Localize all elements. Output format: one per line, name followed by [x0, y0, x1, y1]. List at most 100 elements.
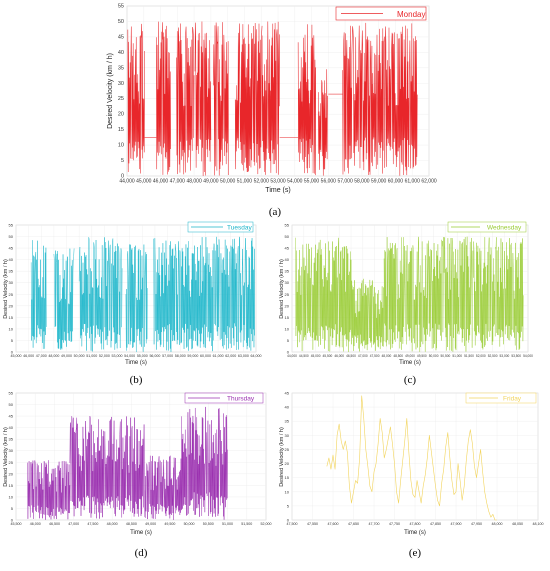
chart-d-series	[27, 406, 228, 520]
chart-a-series-segment	[127, 23, 145, 174]
chart-b-y-tick-label: 50	[9, 234, 14, 239]
chart-a-y-tick-label: 30	[118, 81, 124, 87]
chart-c-x-tick-label: 52,500	[488, 354, 498, 358]
chart-d-ylabel: Desired Velocity (km / h)	[3, 427, 9, 487]
chart-d-x-tick-label: 46,000	[30, 522, 41, 526]
chart-d-x-tick-label: 50,000	[184, 522, 195, 526]
chart-e-y-tick-label: 0	[287, 518, 290, 523]
chart-c-xlabel: Time (s)	[399, 360, 421, 366]
chart-c-y-tick-label: 40	[285, 257, 290, 262]
chart-d-x-tick-label: 49,500	[164, 522, 175, 526]
chart-b-x-tick-label: 51,000	[86, 354, 97, 358]
chart-a-y-tick-label: 10	[118, 143, 124, 149]
chart-a-x-tick-label: 60,000	[388, 179, 404, 185]
chart-a-legend: Monday	[335, 6, 427, 21]
chart-a-y-tick-label: 15	[118, 127, 124, 133]
chart-c-x-tick-label: 48,000	[382, 354, 392, 358]
chart-e-y-tick-label: 25	[285, 447, 290, 452]
chart-c-legend-box	[447, 221, 527, 233]
chart-a-y-tick-label: 35	[118, 65, 124, 71]
chart-d-x-tick-label: 51,500	[241, 522, 252, 526]
chart-b-x-tick-label: 49,000	[61, 354, 72, 358]
chart-d-y-tick-label: 20	[9, 471, 14, 476]
chart-b-x-tick-label: 60,000	[200, 354, 211, 358]
chart-c-x-tick-label: 50,500	[441, 354, 451, 358]
chart-e-x-tick-label: 47,600	[328, 522, 339, 526]
chart-b-x-tick-label: 46,000	[23, 354, 34, 358]
chart-b-series-segment	[125, 244, 148, 352]
chart-c-x-tick-label: 45,500	[323, 354, 333, 358]
chart-d-series-segment	[181, 406, 228, 520]
chart-a-x-tick-label: 47,000	[170, 179, 186, 185]
chart-b-ylabel: Desired Velocity (km / h)	[3, 259, 9, 319]
chart-a-series-segment	[297, 24, 317, 176]
chart-d-y-tick-label: 0	[11, 518, 14, 523]
caption-d: (d)	[135, 547, 148, 559]
chart-a-series	[127, 21, 418, 176]
chart-e-y-tick-label: 40	[285, 405, 290, 410]
chart-e-y-tick-label: 20	[285, 461, 290, 466]
chart-d-x-tick-label: 48,000	[107, 522, 118, 526]
chart-d: 45,500 46,000 46,500 47,000 47,500 48,000 48,5…	[3, 391, 272, 560]
chart-d-x-tick-label: 48,500	[126, 522, 137, 526]
chart-d-x-ticks: 45,500 46,000 46,500 47,000 47,500 48,000 48,5…	[11, 522, 272, 526]
chart-b-y-ticks: 0 5 10 15 20 25 30 35 40 45 50 55	[9, 223, 14, 355]
chart-e-x-tick-label: 47,750	[389, 522, 400, 526]
chart-a-x-tick-label: 48,000	[186, 179, 202, 185]
chart-a-x-tick-label: 46,000	[153, 179, 169, 185]
chart-a-x-tick-label: 56,000	[321, 179, 337, 185]
caption-a: (a)	[269, 206, 282, 218]
chart-b-y-tick-label: 15	[9, 315, 14, 320]
chart-c-x-tick-label: 44,500	[299, 354, 309, 358]
chart-e-xlabel: Time (s)	[404, 530, 426, 536]
chart-a-y-tick-label: 40	[118, 50, 124, 56]
chart-a-legend-label: Monday	[397, 10, 425, 19]
chart-a-series-segment	[213, 22, 229, 176]
chart-b-legend-label: Tuesday	[227, 225, 252, 232]
chart-a-x-tick-label: 55,000	[304, 179, 320, 185]
chart-b-x-tick-label: 57,000	[162, 354, 173, 358]
chart-b-series-segment	[153, 236, 255, 352]
chart-b-y-tick-label: 55	[9, 223, 14, 228]
chart-c-x-tick-label: 50,000	[429, 354, 439, 358]
chart-b-series-segment	[30, 240, 47, 349]
chart-a-series-segment	[342, 22, 373, 176]
chart-e-ylabel: Desired Velocity (km / h)	[279, 427, 285, 487]
chart-b-x-tick-label: 47,000	[36, 354, 47, 358]
chart-c-y-tick-label: 55	[285, 223, 290, 228]
chart-a-series-segment	[156, 21, 171, 175]
chart-d-x-tick-label: 52,000	[261, 522, 272, 526]
chart-e-x-tick-label: 47,800	[410, 522, 421, 526]
chart-a-x-tick-label: 51,000	[237, 179, 253, 185]
chart-b-y-tick-label: 25	[9, 292, 14, 297]
chart-c-y-tick-label: 45	[285, 246, 290, 251]
chart-b-x-tick-label: 53,000	[112, 354, 123, 358]
chart-e-y-ticks: 0 5 10 15 20 25 30 35 40 45	[285, 391, 290, 523]
chart-d-x-tick-label: 47,000	[68, 522, 79, 526]
chart-c-x-tick-label: 46,000	[334, 354, 344, 358]
chart-a-series-segment	[317, 69, 328, 176]
chart-d-legend-box	[184, 392, 264, 404]
chart-b-x-tick-label: 63,000	[238, 354, 249, 358]
chart-a-y-tick-label: 20	[118, 112, 124, 118]
chart-a-ylabel: Desired Velocity (km / h)	[107, 53, 114, 129]
chart-e-x-tick-label: 48,000	[492, 522, 503, 526]
chart-c-y-tick-label: 25	[285, 292, 290, 297]
chart-b-x-tick-label: 56,000	[149, 354, 160, 358]
chart-d-x-tick-label: 49,000	[145, 522, 156, 526]
chart-a-x-tick-label: 58,000	[354, 179, 370, 185]
chart-e-y-tick-label: 30	[285, 433, 290, 438]
chart-b-series-segment	[78, 237, 123, 352]
chart-a-series-segment	[176, 23, 195, 175]
chart-a-x-tick-label: 49,000	[203, 179, 219, 185]
chart-c-y-tick-label: 50	[285, 234, 290, 239]
chart-e-y-tick-label: 15	[285, 475, 290, 480]
chart-a-x-tick-label: 54,000	[287, 179, 303, 185]
chart-b-x-tick-label: 48,000	[48, 354, 59, 358]
chart-d-series-segment	[69, 416, 146, 519]
chart-d-y-tick-label: 50	[9, 402, 14, 407]
chart-b-y-tick-label: 35	[9, 269, 14, 274]
chart-a-x-tick-label: 62,000	[421, 179, 437, 185]
chart-e-legend-label: Friday	[503, 396, 522, 403]
